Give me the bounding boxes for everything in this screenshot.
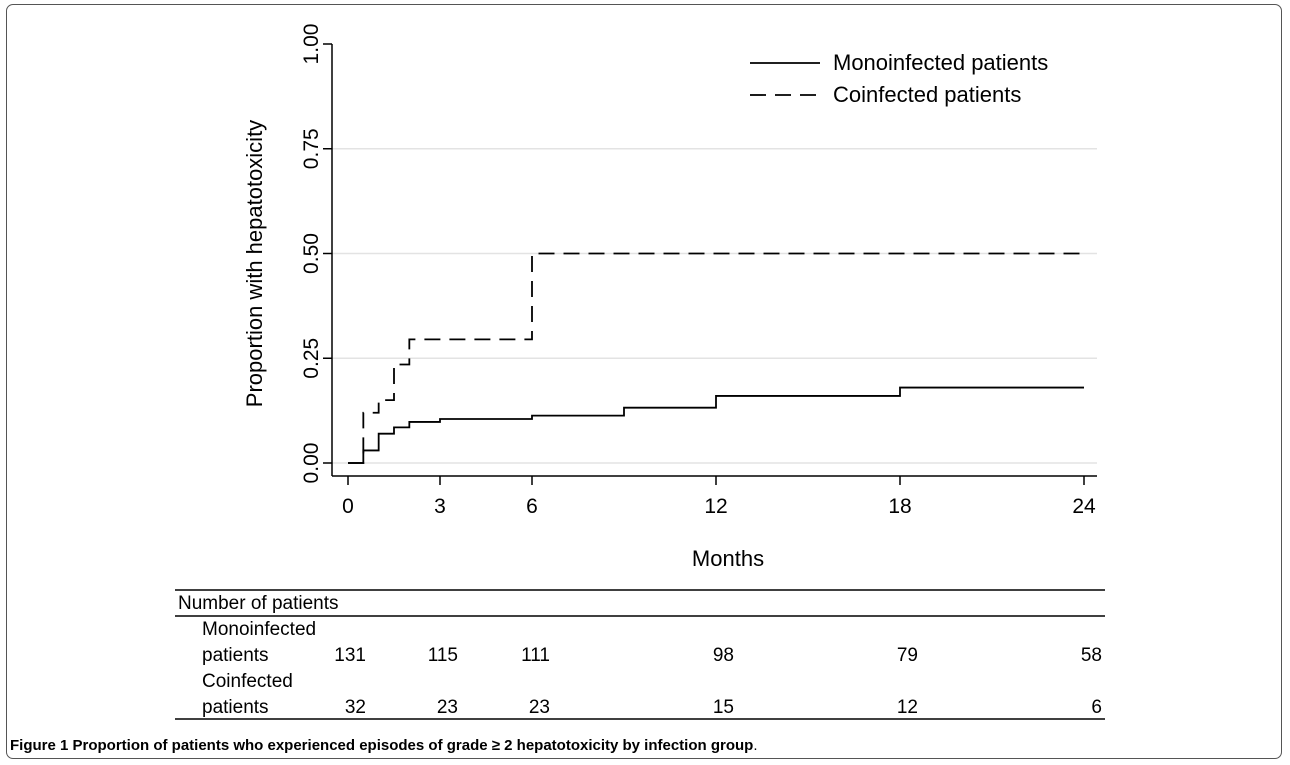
x-tick-labels: 0 3 6 12 18 24 (342, 495, 1096, 518)
y-tick-label-0: 0.00 (300, 443, 323, 484)
figure-caption: Figure 1 Proportion of patients who expe… (10, 737, 758, 754)
risk-group-label-1-b: patients (202, 697, 269, 718)
y-tick-label-3: 0.75 (300, 128, 323, 169)
risk-count-0-3: 98 (713, 645, 734, 666)
risk-count-1-2: 23 (529, 697, 550, 718)
series-line-1 (348, 252, 1084, 464)
x-tick-label-0: 0 (342, 495, 354, 518)
risk-count-1-3: 15 (713, 697, 734, 718)
x-tick-label-2: 6 (526, 495, 538, 518)
risk-count-0-4: 79 (897, 645, 918, 666)
figure-frame (6, 4, 1282, 759)
x-axis-title: Months (692, 546, 764, 571)
risk-count-1-5: 6 (1091, 697, 1102, 718)
risk-count-0-1: 115 (428, 645, 458, 666)
legend-label-1: Coinfected patients (833, 82, 1021, 107)
risk-count-1-1: 23 (437, 697, 458, 718)
series-line-0 (348, 386, 1084, 464)
axes (323, 43, 1097, 485)
y-tick-label-4: 1.00 (300, 24, 323, 65)
x-tick-label-5: 24 (1072, 495, 1096, 518)
risk-title: Number of patients (178, 593, 339, 614)
caption-rest: . (753, 737, 758, 754)
legend: Monoinfected patients Coinfected patients (750, 50, 1048, 107)
grid-lines (332, 148, 1097, 464)
risk-count-1-4: 12 (897, 697, 918, 718)
legend-label-0: Monoinfected patients (833, 50, 1048, 75)
y-tick-label-2: 0.50 (300, 233, 323, 274)
series-lines (348, 252, 1084, 464)
risk-table: Number of patients Monoinfected patients 13… (175, 589, 1105, 720)
risk-group-label-0-b: patients (202, 645, 269, 666)
risk-count-1-0: 32 (345, 697, 366, 718)
x-tick-label-4: 18 (888, 495, 911, 518)
risk-count-0-0: 131 (334, 645, 366, 666)
y-tick-labels: 0.00 0.25 0.50 0.75 1.00 (300, 24, 323, 484)
caption-bold: Figure 1 Proportion of patients who expe… (10, 737, 754, 754)
risk-group-label-0-a: Monoinfected (202, 619, 316, 640)
x-tick-label-1: 3 (434, 495, 446, 518)
risk-count-0-5: 58 (1081, 645, 1102, 666)
risk-group-label-1-a: Coinfected (202, 671, 293, 692)
y-tick-label-1: 0.25 (300, 338, 323, 379)
risk-count-0-2: 111 (521, 645, 550, 666)
x-tick-label-3: 12 (704, 495, 727, 518)
y-axis-title: Proportion with hepatotoxicity (242, 120, 267, 407)
